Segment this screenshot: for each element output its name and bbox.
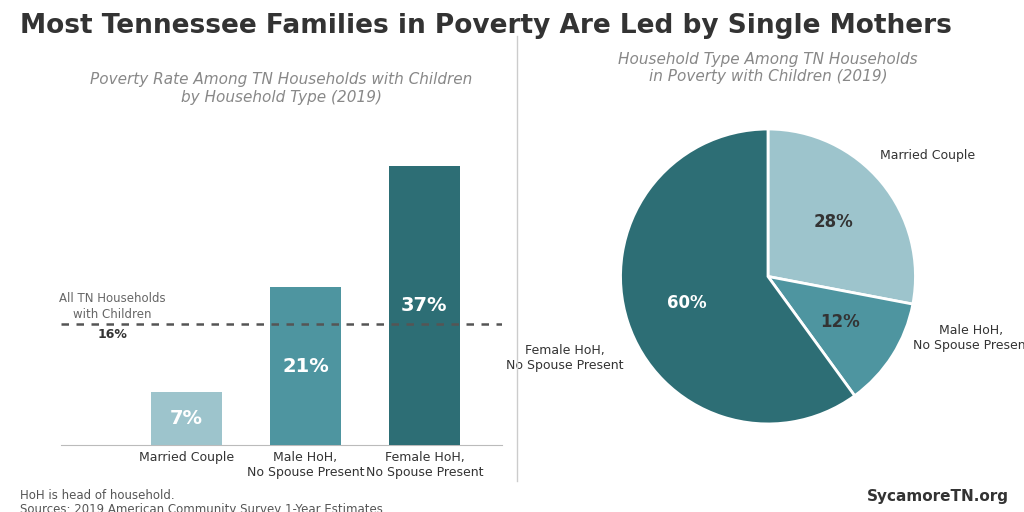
Text: 7%: 7%: [170, 410, 203, 429]
Bar: [151, 393, 222, 445]
Text: 21%: 21%: [282, 356, 329, 375]
Bar: [389, 165, 460, 445]
Text: 16%: 16%: [97, 328, 128, 341]
Text: Married Couple: Married Couple: [880, 149, 975, 162]
Text: HoH is head of household.: HoH is head of household.: [20, 489, 175, 502]
Wedge shape: [768, 129, 915, 304]
Text: Most Tennessee Families in Poverty Are Led by Single Mothers: Most Tennessee Families in Poverty Are L…: [20, 13, 952, 39]
Text: 28%: 28%: [814, 213, 854, 231]
Text: Female HoH,
No Spouse Present: Female HoH, No Spouse Present: [506, 344, 624, 372]
Text: Sources: 2019 American Community Survey 1-Year Estimates: Sources: 2019 American Community Survey …: [20, 503, 383, 512]
Wedge shape: [621, 129, 855, 424]
Text: 37%: 37%: [401, 296, 447, 315]
Text: 60%: 60%: [667, 294, 707, 312]
Title: Household Type Among TN Households
in Poverty with Children (2019): Household Type Among TN Households in Po…: [618, 52, 918, 84]
Text: SycamoreTN.org: SycamoreTN.org: [866, 489, 1009, 504]
Bar: [269, 287, 341, 445]
Text: Male HoH,
No Spouse Present: Male HoH, No Spouse Present: [912, 325, 1024, 352]
Wedge shape: [768, 276, 912, 396]
Text: 12%: 12%: [820, 313, 860, 331]
Title: Poverty Rate Among TN Households with Children
by Household Type (2019): Poverty Rate Among TN Households with Ch…: [90, 72, 473, 104]
Text: All TN Households
with Children: All TN Households with Children: [59, 292, 166, 321]
